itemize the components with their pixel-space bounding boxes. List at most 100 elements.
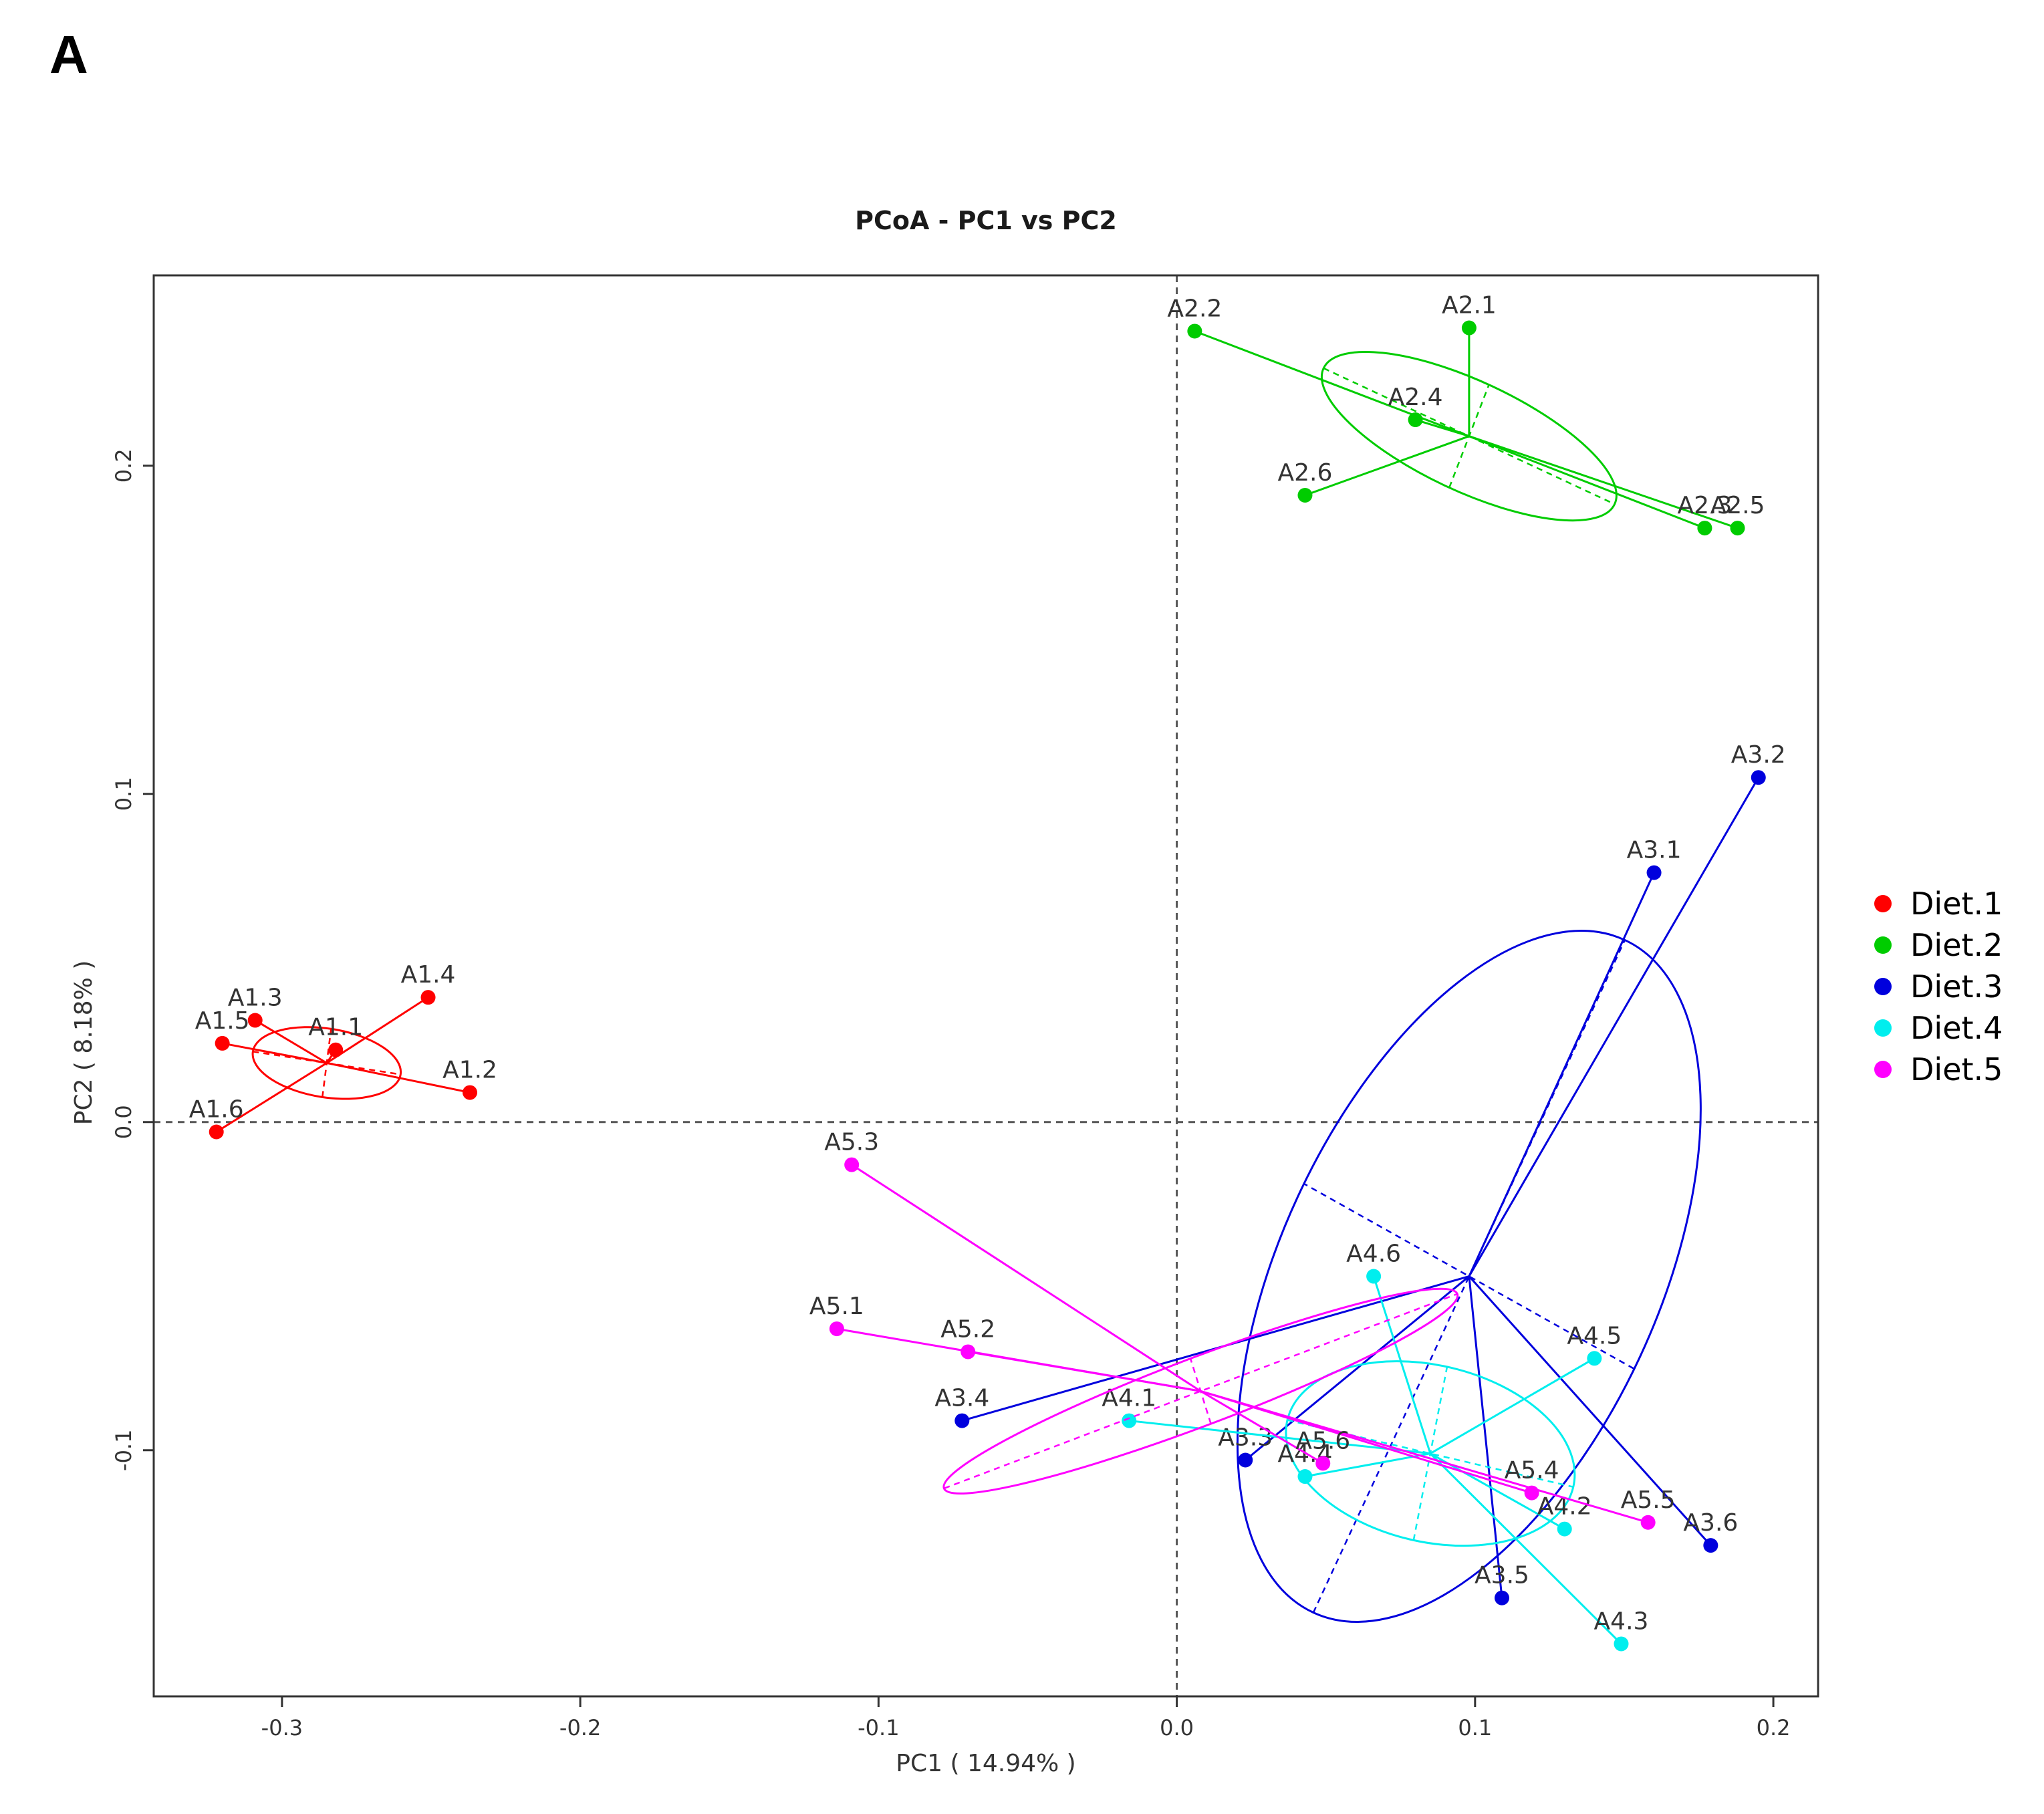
spider-line [1429,1452,1622,1645]
point-label: A2.5 [1710,492,1765,519]
x-axis-title: PC1 ( 14.94% ) [896,1750,1075,1777]
point-label: A5.1 [809,1293,864,1320]
x-tick-label: -0.1 [858,1715,899,1740]
legend-marker [1874,978,1892,995]
spider-line [1304,435,1470,497]
y-tick-label: 0.1 [111,777,136,811]
y-tick-label: 0.0 [111,1105,136,1139]
spider-line [1468,777,1760,1277]
x-tick-label: 0.1 [1458,1715,1492,1740]
point-label: A2.3 [1677,492,1732,519]
point-label: A4.5 [1567,1322,1622,1349]
data-point [829,1321,844,1337]
legend-marker [1874,1019,1892,1037]
panel-label: A [49,25,88,84]
axes: -0.3 -0.2 -0.1 0.0 0.1 0.2 -0.1 0.0 0.1 0.2 [111,274,1819,1740]
point-label: A5.5 [1621,1486,1676,1514]
spider-line [1468,1275,1712,1547]
legend-label: Diet.5 [1910,1051,2003,1087]
point-label: A2.2 [1167,295,1222,322]
plot-frame [152,274,1819,1698]
data-point [420,990,436,1005]
legend-label: Diet.2 [1910,927,2003,963]
spider-line [222,1042,328,1064]
data-point [215,1035,230,1051]
spider-line [1468,435,1705,529]
spider-line [254,1019,328,1064]
data-point [1557,1521,1572,1537]
spider-line [326,996,429,1064]
spider-line [1200,1390,1324,1464]
data-point [1494,1590,1509,1605]
spider-line [1415,418,1470,438]
x-tick-label: -0.2 [559,1715,601,1740]
x-tick-label: 0.0 [1160,1715,1194,1740]
legend-marker [1874,936,1892,954]
data-point [1703,1538,1718,1553]
point-label: A3.4 [934,1385,989,1412]
point-label: A4.6 [1346,1241,1401,1268]
point-label: A3.1 [1627,837,1682,864]
point-label: A1.3 [228,985,283,1012]
ellipse-major-axis [253,1051,401,1075]
data-point [1640,1515,1656,1530]
data-point [1461,320,1477,336]
point-label: A5.3 [824,1129,879,1156]
legend-label: Diet.1 [1910,886,2003,922]
point-label: A2.4 [1388,384,1443,411]
data-point [1297,1469,1313,1484]
data-point [1587,1351,1602,1366]
spider-line [1468,872,1655,1277]
data-point [1315,1456,1331,1471]
data-point [1238,1452,1253,1468]
spider-line [1468,435,1739,529]
data-point [1524,1485,1539,1501]
legend-marker [1874,1061,1892,1078]
spider-line [1200,1390,1649,1524]
point-label: A1.1 [308,1014,363,1041]
legend-marker [1874,895,1892,912]
point-label: A3.6 [1683,1509,1738,1537]
point-label: A3.5 [1475,1562,1529,1589]
data-point [463,1085,478,1100]
point-label: A4.1 [1102,1385,1156,1412]
data-point [1187,323,1202,339]
data-point [247,1013,263,1028]
y-axis-title: PC2 ( 8.18% ) [70,960,98,1126]
spider-line [851,1164,1202,1392]
data-point [1730,521,1745,536]
series-diet-5: A5.1 A5.2 A5.3 A5.4 A5.5 A5.6 [809,1129,1676,1530]
data-point [328,1042,344,1057]
data-point [1697,521,1712,536]
ellipse-major-axis [1312,939,1626,1613]
point-label: A5.2 [940,1315,995,1343]
spider-line [1430,1357,1595,1454]
data-point [209,1124,224,1140]
data-point [1297,487,1313,503]
spider-line [215,1062,328,1133]
plot-area: A1.1 A1.2 A1.3 A1.4 A1.5 A1.6 A2.1 A2.2 A2.3 A2.4… [154,275,1818,1696]
data-point [1751,770,1766,785]
point-label: A1.6 [189,1095,244,1123]
series-diet-3: A3.1A3.2A3.3A3.4A3.5A3.6 [934,741,1786,1623]
ellipse-major-axis [943,1293,1458,1490]
point-label: A5.6 [1295,1427,1350,1454]
y-tick-label: 0.2 [111,448,136,483]
data-point [1366,1269,1382,1284]
x-tick-label: 0.2 [1757,1715,1791,1740]
spider-line [1245,1275,1470,1461]
legend-label: Diet.4 [1910,1010,2003,1046]
ellipse-minor-axis [1303,1183,1635,1370]
y-tick-label: -0.1 [111,1430,136,1471]
spider-line [1468,1276,1503,1598]
spider-line [1305,1452,1431,1478]
chart-title: PCoA - PC1 vs PC2 [855,206,1117,235]
spider-line [326,1061,471,1094]
point-label: A1.5 [195,1007,250,1035]
point-label: A4.3 [1594,1607,1649,1635]
data-point [1614,1636,1629,1652]
series-diet-2: A2.1 A2.2 A2.3 A2.4 A2.5 A2.6 [1167,292,1765,536]
legend: Diet.1 Diet.2 Diet.3 Diet.4 Diet.5 [1874,886,2003,1087]
data-point [1646,865,1662,880]
